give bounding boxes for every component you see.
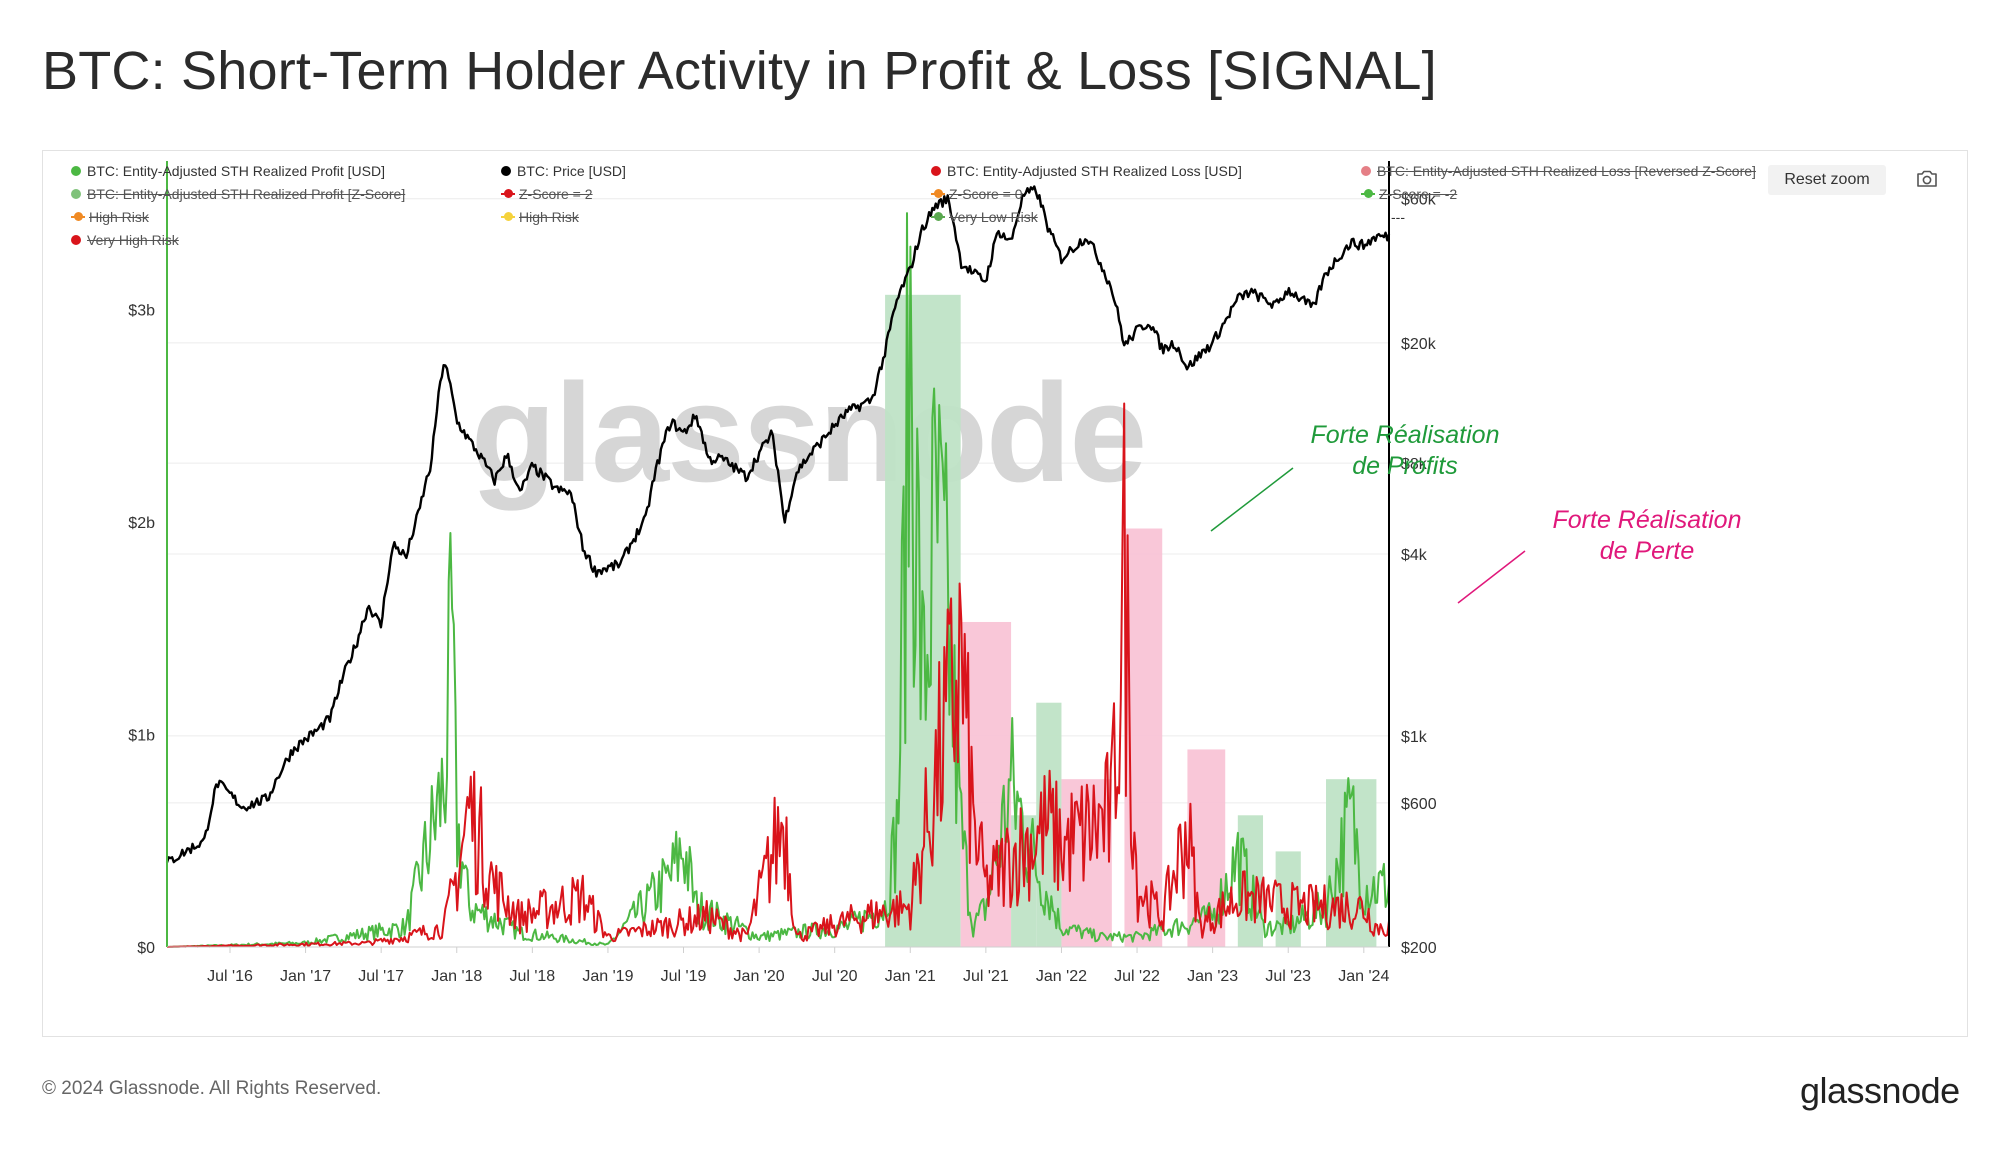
legend-item-loss-zscore[interactable]: BTC: Entity-Adjusted STH Realized Loss [… [1361,163,1756,179]
x-tick-label-12: Jul '22 [1114,968,1160,985]
legend-label-profit-zscore: BTC: Entity-Adjusted STH Realized Profit… [87,186,406,202]
legend-label-sth-loss: BTC: Entity-Adjusted STH Realized Loss [… [947,163,1242,179]
page-title: BTC: Short-Term Holder Activity in Profi… [42,41,1437,101]
legend-marker-high-risk-yellow [501,212,515,221]
y-left-tick-label-0: $0 [137,940,155,957]
legend-label-very-high-risk: Very High Risk [87,232,179,248]
x-tick-label-4: Jul '18 [509,968,555,985]
legend-item-zscore-0[interactable]: Z-Score = 0 [931,186,1023,202]
x-tick-label-7: Jan '20 [734,968,785,985]
glassnode-logo[interactable]: glassnode [1800,1070,1960,1111]
reset-zoom-button[interactable]: Reset zoom [1768,165,1886,195]
legend-marker-zscore-0 [931,189,945,198]
gridlines [167,198,1389,948]
chart-svg[interactable]: glassnode $0 $1b $2b $3b $200 $600 $1k $4k $8k $20… [43,151,1967,1036]
x-tick-label-9: Jan '21 [885,968,936,985]
legend-marker-sth-profit [71,166,81,176]
legend-item-profit-zscore[interactable]: BTC: Entity-Adjusted STH Realized Profit… [71,186,405,202]
legend-label-zscore-neg2: Z-Score = -2 [1379,186,1458,202]
legend-item-zscore-neg2[interactable]: Z-Score = -2 [1361,186,1457,202]
annotation-loss: Forte Réalisation de Perte [1517,505,1777,567]
legend: BTC: Entity-Adjusted STH Realized Profit… [71,163,1771,263]
x-tick-label-1: Jan '17 [280,968,331,985]
legend-item-sth-loss[interactable]: BTC: Entity-Adjusted STH Realized Loss [… [931,163,1242,179]
legend-marker-high-risk-orange [71,212,85,221]
legend-marker-loss-zscore [1361,166,1371,176]
annotation-profit-line2: de Profits [1352,452,1458,480]
y-right-tick-label-1: $600 [1401,796,1437,813]
legend-marker-zscore-neg2 [1361,189,1375,198]
annotation-loss-line2: de Perte [1599,537,1695,565]
x-tick-label-2: Jul '17 [358,968,404,985]
legend-marker-sth-loss [931,166,941,176]
legend-label-price: BTC: Price [USD] [517,163,626,179]
signal-band-profit-8 [1275,851,1301,947]
legend-marker-price [501,166,511,176]
legend-item-placeholder: --- [1391,209,1405,225]
y-right-tick-label-5: $20k [1401,336,1437,353]
y-right-tick-label-4: $8k [1401,456,1428,473]
camera-icon[interactable] [1915,167,1939,191]
legend-label-zscore-2: Z-Score = 2 [519,186,593,202]
legend-label-loss-zscore: BTC: Entity-Adjusted STH Realized Loss [… [1377,163,1756,179]
y-right-tick-label-6: $60k [1401,192,1437,209]
series-btc-price [165,185,1391,864]
y-left-tick-label-3: $3b [128,303,155,320]
legend-item-price[interactable]: BTC: Price [USD] [501,163,626,179]
x-tick-label-6: Jul '19 [661,968,707,985]
legend-label-high-risk-yellow: High Risk [519,209,579,225]
legend-label-high-risk-orange: High Risk [89,209,149,225]
x-tick-label-8: Jul '20 [812,968,858,985]
series-sth-realized-profit [166,212,1390,948]
legend-item-high-risk-orange[interactable]: High Risk [71,209,149,225]
x-tick-label-3: Jan '18 [431,968,482,985]
x-tick-label-10: Jul '21 [963,968,1009,985]
y-right-tick-label-0: $200 [1401,940,1437,957]
legend-marker-very-low-risk [931,212,945,221]
annotation-profit-pointer [1210,467,1294,532]
x-tick-label-14: Jul '23 [1265,968,1311,985]
legend-label-very-low-risk: Very Low Risk [949,209,1038,225]
y-left-tick-label-1: $1b [128,728,155,745]
annotation-loss-pointer [1457,550,1526,604]
series-sth-realized-loss [167,402,1390,948]
watermark: glassnode [471,354,1145,511]
legend-label-sth-profit: BTC: Entity-Adjusted STH Realized Profit… [87,163,385,179]
y-right-tick-label-2: $1k [1401,729,1428,746]
y-left-tick-label-2: $2b [128,515,155,532]
legend-label-placeholder: --- [1391,209,1405,225]
legend-marker-zscore-2 [501,189,515,198]
legend-item-very-low-risk[interactable]: Very Low Risk [931,209,1038,225]
legend-item-sth-profit[interactable]: BTC: Entity-Adjusted STH Realized Profit… [71,163,385,179]
x-tick-label-5: Jan '19 [582,968,633,985]
legend-label-zscore-0: Z-Score = 0 [949,186,1023,202]
x-tick-label-0: Jul '16 [207,968,253,985]
annotation-profit-line1: Forte Réalisation [1310,421,1500,449]
legend-marker-profit-zscore [71,189,81,199]
annotation-loss-line1: Forte Réalisation [1552,506,1742,534]
copyright-text: © 2024 Glassnode. All Rights Reserved. [42,1078,382,1099]
annotation-profit: Forte Réalisation de Profits [1265,420,1545,482]
chart-panel: glassnode $0 $1b $2b $3b $200 $600 $1k $4k $8k $20… [42,150,1968,1037]
legend-item-high-risk-yellow[interactable]: High Risk [501,209,579,225]
x-tick-label-11: Jan '22 [1036,968,1087,985]
legend-marker-very-high-risk [71,235,81,245]
legend-item-zscore-2[interactable]: Z-Score = 2 [501,186,593,202]
y-right-tick-label-3: $4k [1401,547,1428,564]
x-tick-label-13: Jan '23 [1187,968,1238,985]
x-tick-label-15: Jan '24 [1338,968,1389,985]
legend-item-very-high-risk[interactable]: Very High Risk [71,232,179,248]
